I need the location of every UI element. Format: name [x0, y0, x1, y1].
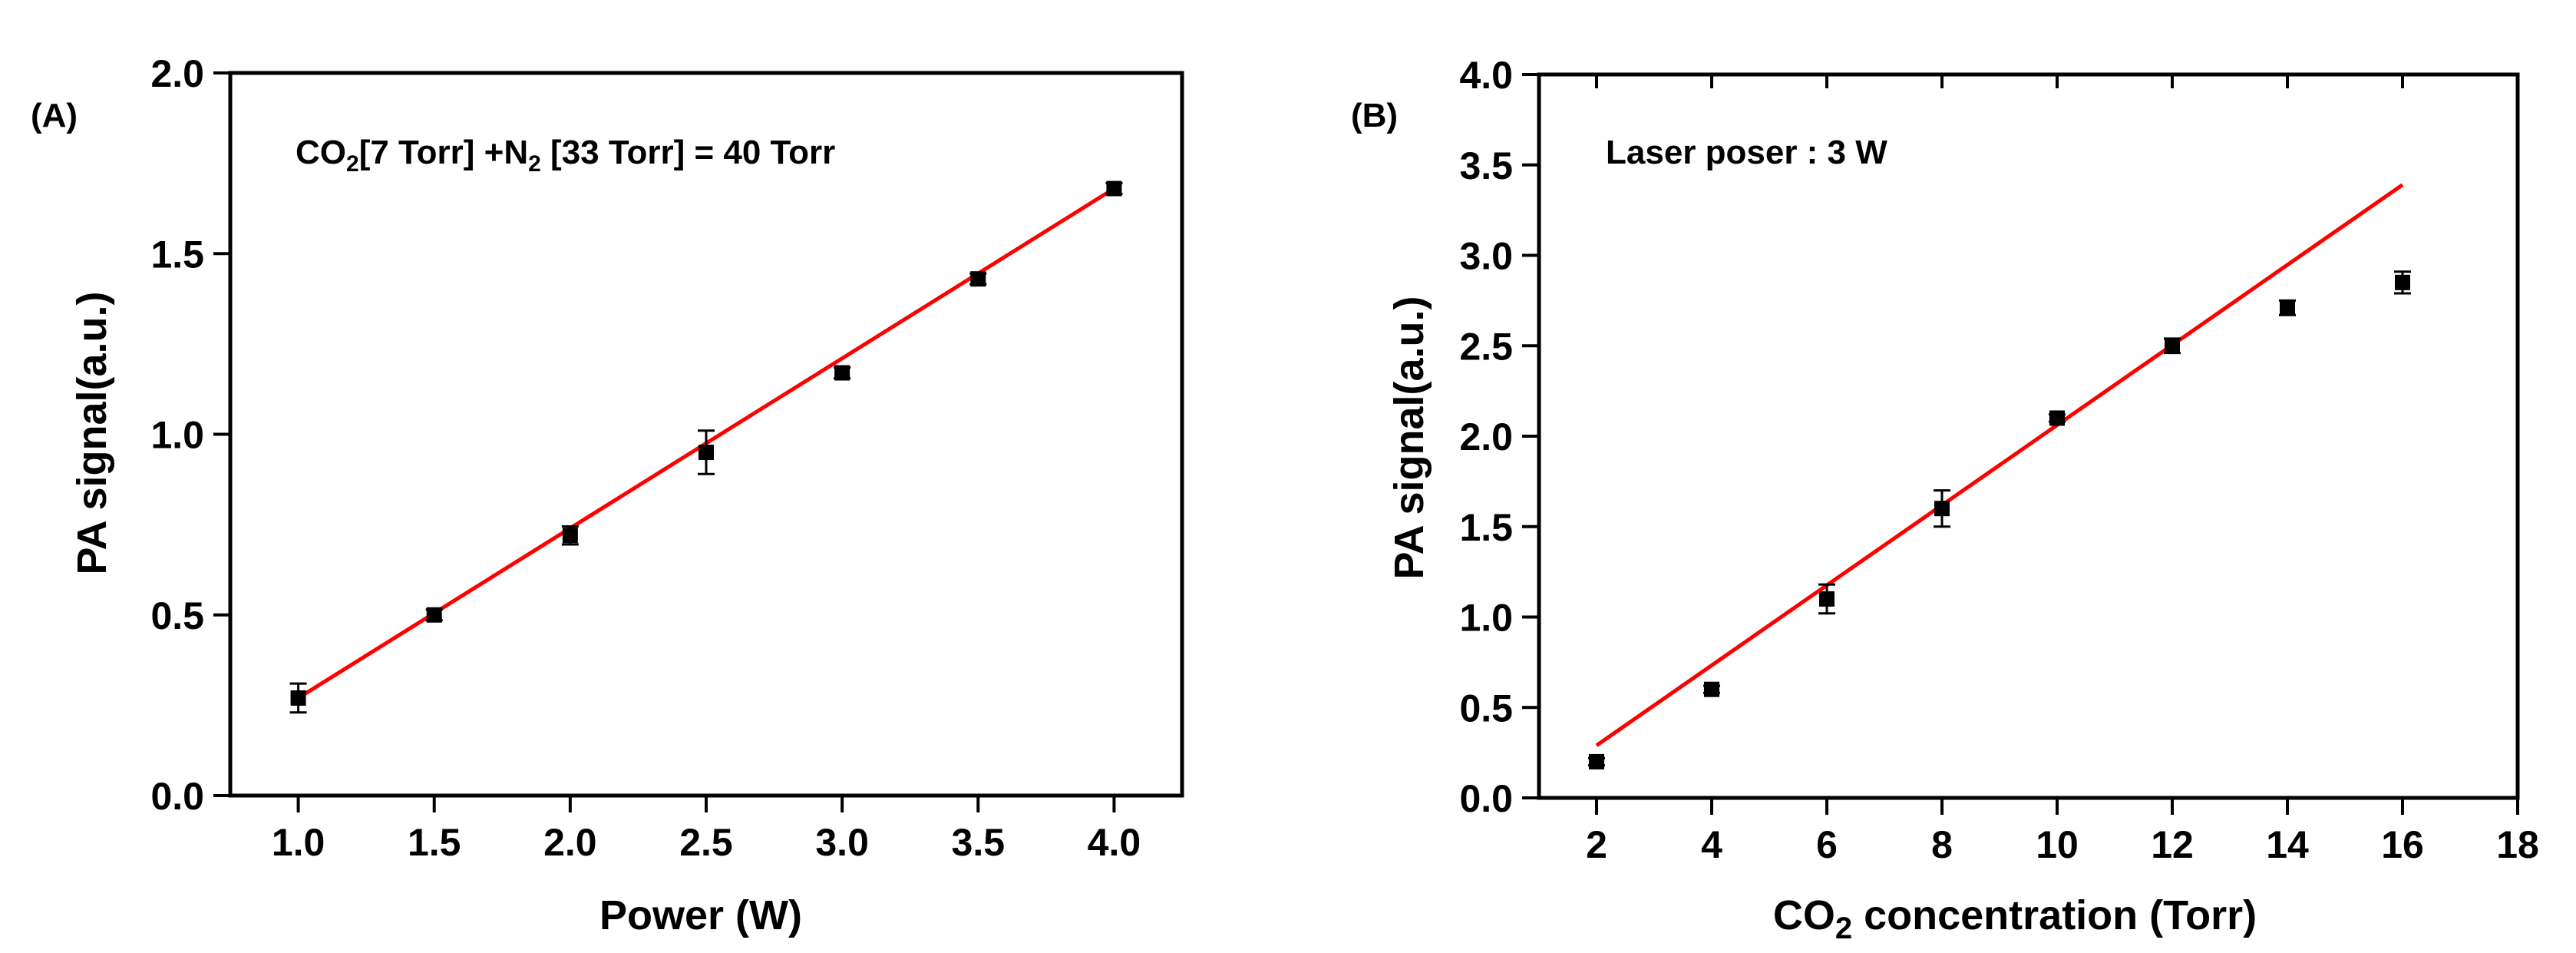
panel-b-y-tick-label: 3.5 — [1459, 144, 1513, 187]
panel-b-y-tick-label: 1.5 — [1459, 506, 1513, 549]
panel-a: (A) CO2[7 Torr] +N2 [33 Torr] = 40 Torr … — [31, 52, 1184, 938]
panel-a-data-point — [426, 607, 442, 623]
panel-b-x-tick-label: 16 — [2381, 823, 2424, 866]
panel-b-fit-line — [1595, 183, 2404, 747]
panel-a-data-point — [290, 690, 306, 706]
panel-b-x-tick-label: 18 — [2496, 823, 2539, 866]
panel-a-data-point — [698, 445, 714, 461]
panel-a-plot: 1.0 1.5 2.0 2.5 3.0 3.5 4.0 0.0 0.5 1.0 1.5 2.0 — [150, 52, 1184, 864]
panel-b-x-tick-label: 12 — [2151, 823, 2194, 866]
panel-a-x-tick-label: 2.0 — [543, 821, 597, 864]
panel-a-x-tick-label: 1.0 — [272, 821, 325, 864]
panel-a-x-tick-label: 3.5 — [952, 821, 1006, 864]
panel-a-y-tick-label: 1.5 — [150, 233, 204, 276]
panel-b-y-tick-label: 0.0 — [1459, 777, 1513, 820]
panel-a-x-tick-label: 1.5 — [408, 821, 461, 864]
panel-b-y-axis-label: PA signal(a.u.) — [1386, 296, 1432, 579]
panel-a-y-axis-label: PA signal(a.u.) — [69, 291, 115, 574]
panel-b-x-tick-label: 4 — [1701, 823, 1722, 866]
panel-b-x-tick-label: 8 — [1931, 823, 1953, 866]
panel-b-label: (B) — [1351, 97, 1398, 134]
panel-a-x-tick-label: 3.0 — [815, 821, 869, 864]
panel-b-data-point — [2165, 338, 2180, 354]
panel-b-y-tick-label: 4.0 — [1459, 54, 1513, 97]
panel-a-data-point — [1106, 180, 1122, 197]
panel-a-y-tick-label: 0.5 — [150, 594, 204, 637]
panel-a-data-point — [970, 271, 986, 287]
panel-b-y-tick-label: 2.5 — [1459, 325, 1513, 368]
panel-b-x-tick-label: 10 — [2036, 823, 2079, 866]
panel-a-data-point — [834, 365, 850, 381]
panel-a-label: (A) — [31, 97, 78, 134]
panel-b-y-tick-label: 1.0 — [1459, 597, 1513, 640]
panel-b-data-point — [1589, 753, 1604, 769]
panel-b-axes-frame — [1537, 72, 2520, 800]
panel-a-annotation: CO2[7 Torr] +N2 [33 Torr] = 40 Torr — [296, 134, 835, 177]
panel-b-y-tick-label: 3.0 — [1459, 235, 1513, 278]
panel-a-x-tick-label: 4.0 — [1088, 821, 1141, 864]
panel-b-data-point — [1819, 591, 1835, 607]
panel-b-x-tick-label: 14 — [2266, 823, 2309, 866]
panel-a-x-axis-label: Power (W) — [599, 892, 802, 938]
panel-a-y-tick-label: 2.0 — [150, 52, 204, 95]
panel-b-annotation: Laser poser : 3 W — [1606, 134, 1887, 171]
panel-b-data-point — [2395, 274, 2410, 290]
panel-b-x-tick-label: 2 — [1586, 823, 1607, 866]
panel-b-plot: 2 4 6 8 10 12 14 16 18 0.0 0.5 1.0 1.5 2.0 2.5 3.0 3.5 4.… — [1459, 54, 2538, 866]
panel-b-data-point — [2280, 299, 2295, 316]
panel-a-y-tick-label: 1.0 — [150, 414, 204, 457]
panel-b-data-point — [2049, 410, 2065, 426]
panel-a-data-point — [562, 528, 578, 544]
panel-b: (B) Laser poser : 3 W CO2 concentration … — [1351, 54, 2539, 945]
panel-b-x-tick-label: 6 — [1816, 823, 1838, 866]
panel-b-x-axis-label: CO2 concentration (Torr) — [1773, 892, 2257, 945]
panel-a-y-tick-label: 0.0 — [150, 775, 204, 818]
panel-b-y-tick-label: 2.0 — [1459, 415, 1513, 458]
panel-b-y-tick-label: 0.5 — [1459, 687, 1513, 730]
panel-b-data-point — [1704, 681, 1719, 697]
panel-a-x-tick-label: 2.5 — [679, 821, 733, 864]
panel-b-data-point — [1934, 501, 1950, 517]
